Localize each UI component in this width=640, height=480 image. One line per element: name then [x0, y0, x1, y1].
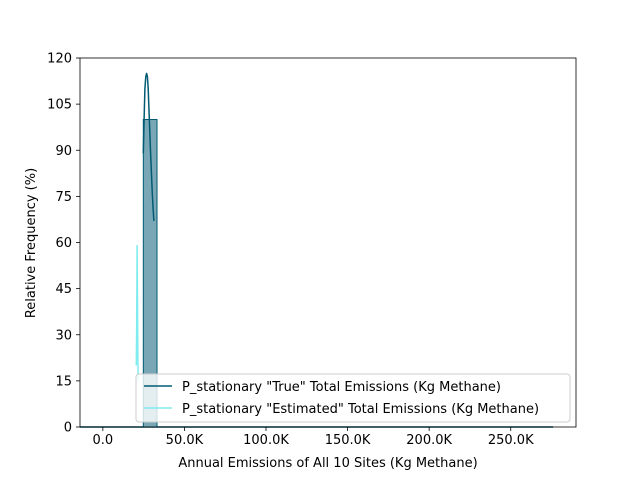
y-tick-label: 75: [55, 190, 72, 205]
legend-label-estimated: P_stationary "Estimated" Total Emissions…: [182, 402, 539, 417]
kde-curve-estimated: [135, 244, 139, 381]
x-tick-label: 250.0K: [488, 433, 534, 448]
legend-box: [135, 373, 571, 423]
x-tick-label: 150.0K: [325, 433, 371, 448]
y-tick-label: 45: [55, 282, 72, 297]
y-axis-label: Relative Frequency (%): [24, 168, 39, 318]
legend-label-true: P_stationary "True" Total Emissions (Kg …: [182, 380, 501, 395]
y-tick-label: 15: [55, 374, 72, 389]
x-tick-label: 50.0K: [166, 433, 204, 448]
y-tick-label: 105: [47, 98, 72, 113]
y-tick-label: 90: [55, 144, 72, 159]
x-axis-label: Annual Emissions of All 10 Sites (Kg Met…: [178, 456, 477, 471]
x-tick-label: 100.0K: [243, 433, 289, 448]
kde-curve-true: [142, 72, 155, 222]
x-tick-label: 200.0K: [406, 433, 452, 448]
legend: P_stationary "True" Total Emissions (Kg …: [135, 373, 571, 423]
y-tick-label: 0: [64, 421, 72, 436]
y-tick-label: 30: [55, 328, 72, 343]
y-tick-label: 120: [47, 52, 72, 67]
y-tick-label: 60: [55, 236, 72, 251]
x-axis-ticks: 0.0 50.0K 100.0K 150.0K 200.0K 250.0K: [92, 427, 534, 448]
x-tick-label: 0.0: [92, 433, 113, 448]
y-axis-ticks: 0 15 30 45 60 75 90 105 120: [47, 52, 80, 436]
